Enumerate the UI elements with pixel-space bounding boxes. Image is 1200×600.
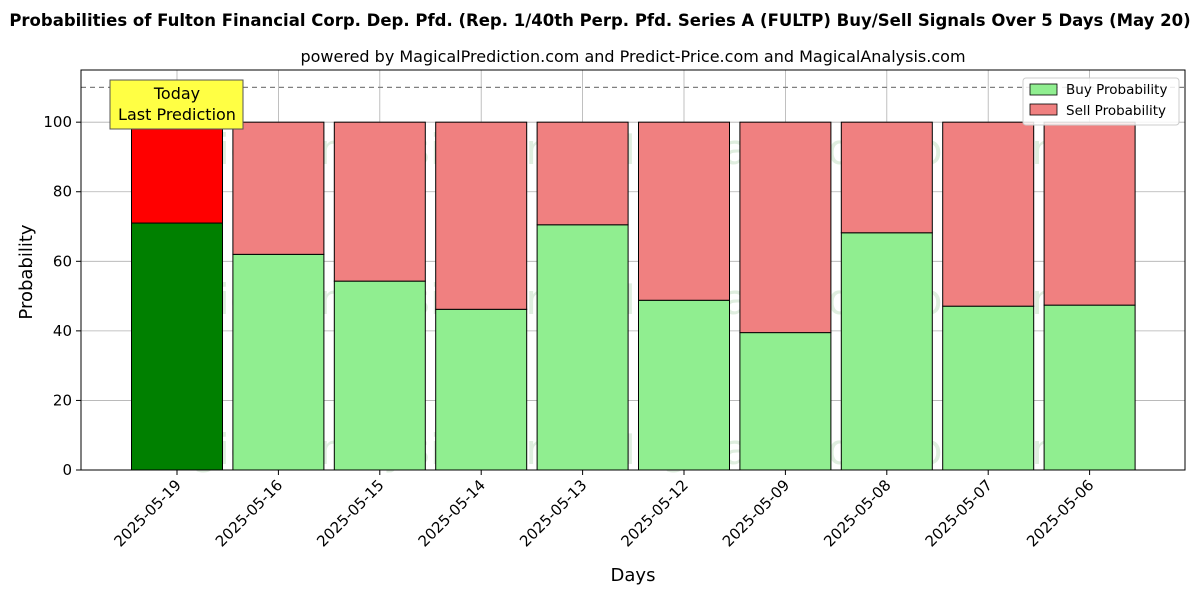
x-tick-label: 2025-05-12 (617, 476, 691, 550)
legend-swatch-sell (1029, 103, 1058, 116)
bar-buy (638, 299, 730, 471)
x-tick-label: 2025-05-09 (719, 476, 793, 550)
x-tick-label: 2025-05-13 (516, 476, 590, 550)
plot-frame (80, 69, 1186, 471)
legend-frame (1022, 77, 1180, 126)
y-tick-label: 40 (53, 322, 72, 340)
bar-sell (536, 121, 629, 226)
bar-sell (840, 121, 933, 234)
legend: Buy Probability Sell Probability (1022, 77, 1180, 126)
annotation-line-1: Today (153, 84, 200, 103)
bar-buy (232, 253, 325, 471)
annotation-line-2: Last Prediction (118, 105, 236, 124)
x-axis: 2025-05-19 2025-05-16 2025-05-15 2025-05-14… (110, 470, 1097, 550)
y-axis: 0 20 40 60 80 100 (43, 113, 81, 479)
bar-buy (435, 308, 528, 471)
x-tick-label: 2025-05-16 (212, 476, 286, 550)
today-annotation: Today Last Prediction (109, 79, 244, 130)
x-tick-label: 2025-05-14 (415, 476, 489, 550)
y-tick-label: 80 (53, 183, 72, 201)
x-tick-label: 2025-05-07 (922, 476, 996, 550)
y-axis-label: Probability (16, 224, 37, 319)
x-axis-label: Days (611, 565, 656, 586)
legend-label-buy: Buy Probability (1066, 82, 1167, 98)
bar-sell (942, 121, 1035, 307)
bars (131, 121, 1136, 471)
annotation-box (109, 79, 244, 130)
x-tick-label: 2025-05-15 (313, 476, 387, 550)
y-tick-label: 0 (62, 461, 72, 479)
y-tick-label: 60 (53, 252, 72, 270)
x-tick-label: 2025-05-08 (820, 476, 894, 550)
x-tick-label: 2025-05-06 (1023, 476, 1097, 550)
bar-buy (942, 305, 1035, 471)
bar-buy (333, 280, 426, 471)
x-tick-label: 2025-05-19 (110, 476, 184, 550)
chart-title: Probabilities of Fulton Financial Corp. … (9, 11, 1190, 30)
bar-sell (435, 121, 528, 310)
bar-buy (739, 332, 832, 471)
bar-sell (739, 121, 832, 334)
bar-sell (1043, 121, 1136, 306)
bar-sell (638, 121, 730, 301)
bar-buy (840, 232, 933, 471)
y-tick-label: 20 (53, 391, 72, 409)
bar-buy (131, 222, 223, 471)
legend-swatch-buy (1029, 83, 1058, 96)
bar-buy (536, 224, 629, 471)
y-tick-label: 100 (43, 113, 72, 131)
legend-label-sell: Sell Probability (1066, 103, 1166, 119)
bar-sell (131, 121, 223, 224)
bar-buy (1043, 304, 1136, 471)
bar-sell (232, 121, 325, 255)
chart-subtitle: powered by MagicalPrediction.com and Pre… (300, 47, 965, 66)
bar-sell (333, 121, 426, 282)
